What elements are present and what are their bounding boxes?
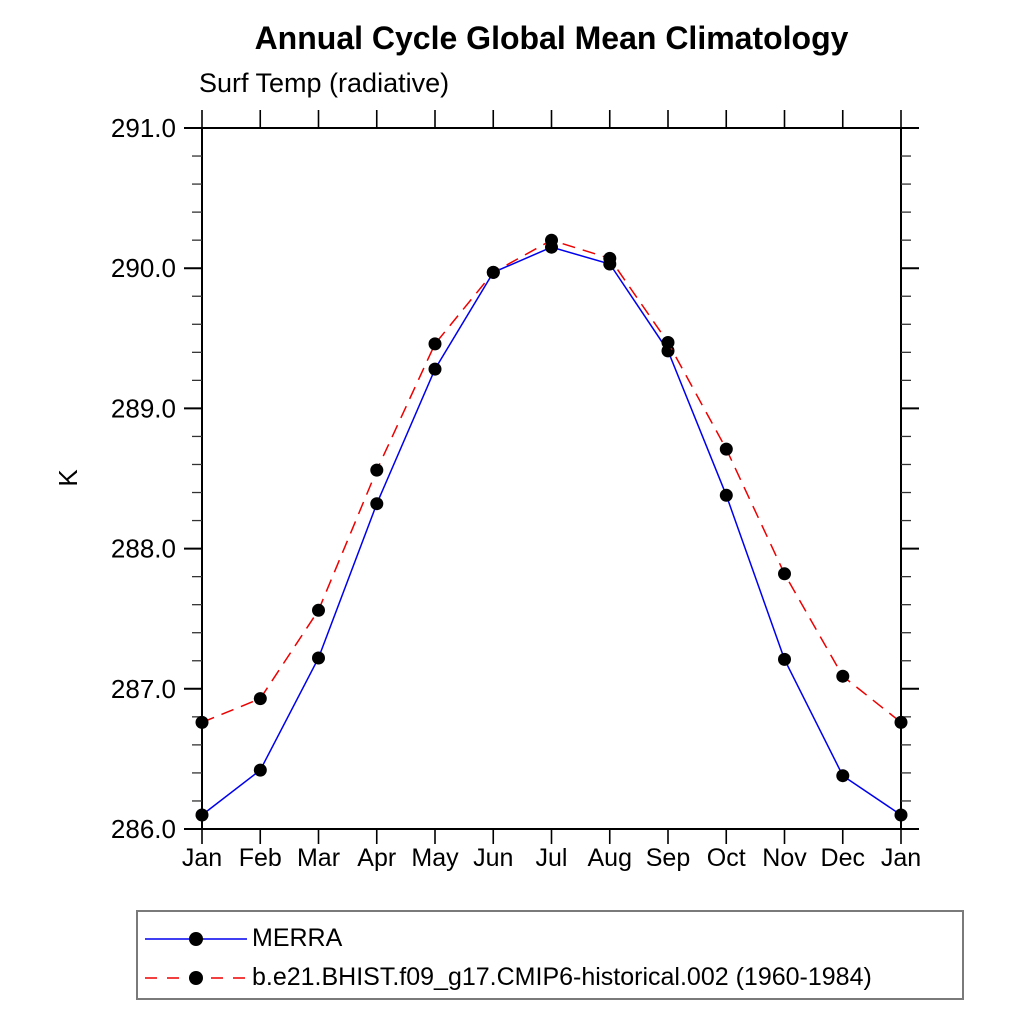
x-tick-label: Jul	[536, 844, 568, 872]
y-tick-label: 291.0	[111, 113, 176, 143]
x-tick-label: Jun	[473, 844, 513, 872]
x-tick-label: May	[411, 844, 459, 872]
y-tick-label: 289.0	[111, 393, 176, 423]
legend-line-dashed-icon	[145, 970, 247, 985]
series-line	[201, 239, 902, 724]
data-point-marker	[428, 362, 442, 376]
y-axis-title: K	[53, 469, 83, 487]
y-tick-label: 287.0	[111, 674, 176, 704]
data-point-marker	[778, 652, 791, 666]
data-point-marker	[486, 265, 500, 279]
data-point-marker	[719, 488, 733, 502]
x-axis: Jan Feb Mar Apr May Jun Jul Aug Sep Oct Nov Dec Jan	[182, 110, 921, 872]
data-point-marker	[428, 337, 442, 351]
data-point-marker	[836, 769, 850, 783]
x-tick-label: Apr	[357, 844, 396, 872]
x-tick-label: Oct	[707, 844, 746, 872]
plot-subtitle: Surf Temp (radiative)	[199, 68, 450, 98]
data-point-marker	[894, 808, 908, 822]
legend-label-merra: MERRA	[252, 924, 343, 952]
legend: MERRA b.e21.BHIST.f09_g17.CMIP6-historic…	[136, 910, 964, 1000]
data-point-marker	[312, 603, 325, 617]
y-tick-label: 290.0	[111, 253, 176, 283]
page-title: Annual Cycle Global Mean Climatology	[254, 20, 849, 56]
x-tick-label: Mar	[297, 844, 340, 872]
y-axis: 286.0 287.0 288.0 289.0 290.0 291.0	[111, 113, 919, 844]
data-point-marker	[894, 715, 908, 729]
legend-line-solid-icon	[145, 931, 247, 946]
data-point-marker	[661, 336, 675, 349]
series-model	[195, 233, 908, 729]
data-point-marker	[603, 251, 617, 265]
data-point-marker	[719, 442, 733, 456]
data-point-marker	[253, 692, 267, 706]
series-line	[201, 246, 902, 816]
x-tick-label: Aug	[588, 844, 632, 872]
legend-label-model: b.e21.BHIST.f09_g17.CMIP6-historical.002…	[252, 963, 872, 991]
data-point-marker	[195, 808, 209, 822]
data-point-marker	[370, 463, 384, 477]
data-point-marker	[836, 669, 850, 683]
x-tick-label: Dec	[821, 844, 865, 872]
data-point-marker	[370, 497, 384, 511]
data-point-marker	[545, 233, 558, 247]
data-point-marker	[253, 763, 267, 777]
legend-item-model: b.e21.BHIST.f09_g17.CMIP6-historical.002…	[143, 958, 962, 997]
x-tick-label: Nov	[762, 844, 807, 872]
x-tick-label: Jan	[881, 844, 921, 872]
x-tick-label: Jan	[182, 844, 222, 872]
y-tick-label: 286.0	[111, 814, 176, 844]
data-point-marker	[312, 651, 325, 665]
data-point-marker	[778, 567, 791, 581]
plot-frame	[201, 127, 902, 830]
y-tick-label: 288.0	[111, 534, 176, 564]
series-merra	[195, 240, 908, 822]
legend-item-merra: MERRA	[143, 919, 962, 958]
data-point-marker	[195, 715, 209, 729]
x-tick-label: Feb	[239, 844, 282, 872]
x-tick-label: Sep	[646, 844, 690, 872]
